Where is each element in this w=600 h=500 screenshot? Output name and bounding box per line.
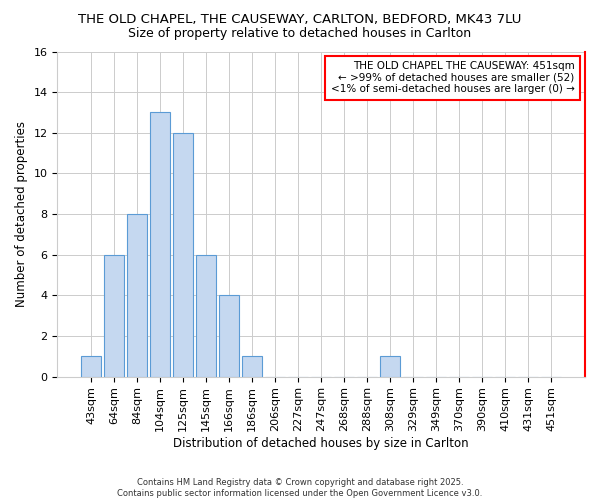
Text: THE OLD CHAPEL THE CAUSEWAY: 451sqm
← >99% of detached houses are smaller (52)
<: THE OLD CHAPEL THE CAUSEWAY: 451sqm ← >9… xyxy=(331,62,574,94)
Y-axis label: Number of detached properties: Number of detached properties xyxy=(15,121,28,307)
Bar xyxy=(220,296,239,376)
Bar xyxy=(82,356,101,376)
Bar xyxy=(127,214,147,376)
Bar xyxy=(104,254,124,376)
Text: THE OLD CHAPEL, THE CAUSEWAY, CARLTON, BEDFORD, MK43 7LU: THE OLD CHAPEL, THE CAUSEWAY, CARLTON, B… xyxy=(79,12,521,26)
Text: Size of property relative to detached houses in Carlton: Size of property relative to detached ho… xyxy=(128,28,472,40)
Bar xyxy=(196,254,216,376)
Bar xyxy=(151,112,170,376)
Text: Contains HM Land Registry data © Crown copyright and database right 2025.
Contai: Contains HM Land Registry data © Crown c… xyxy=(118,478,482,498)
Bar xyxy=(173,133,193,376)
Bar xyxy=(380,356,400,376)
Bar xyxy=(242,356,262,376)
X-axis label: Distribution of detached houses by size in Carlton: Distribution of detached houses by size … xyxy=(173,437,469,450)
